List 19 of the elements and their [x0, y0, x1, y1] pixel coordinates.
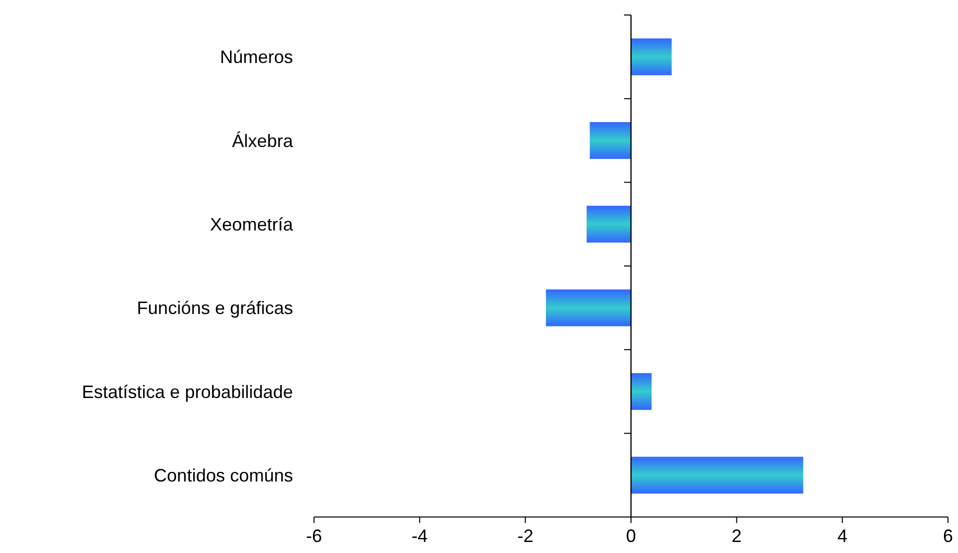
y-tick-label: Contidos comúns	[154, 465, 293, 486]
x-tick-label: 6	[942, 526, 954, 546]
x-tick-label: 4	[837, 526, 848, 546]
x-tick-label: 0	[626, 526, 636, 546]
bar	[631, 373, 652, 410]
bar	[586, 206, 631, 243]
bar	[631, 456, 804, 494]
x-tick-label: 2	[732, 526, 742, 546]
bar	[590, 122, 631, 159]
y-tick-label: Álxebra	[232, 130, 294, 151]
x-tick-label: -4	[412, 526, 428, 546]
y-tick-label: Estatística e probabilidade	[82, 382, 293, 402]
x-tick-label: -2	[517, 526, 534, 546]
x-tick-label: -6	[306, 526, 322, 546]
bar	[631, 38, 672, 76]
bar	[546, 289, 631, 326]
y-tick-label: Xeometría	[210, 214, 294, 234]
y-tick-label: Funcións e gráficas	[136, 298, 293, 318]
y-tick-label: Números	[220, 47, 293, 68]
